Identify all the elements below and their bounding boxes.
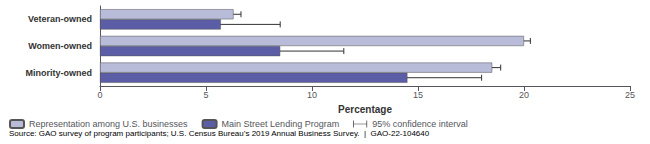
svg-text:Veteran-owned: Veteran-owned: [28, 14, 92, 24]
svg-text:Representation among U.S. busi: Representation among U.S. businesses: [29, 119, 188, 129]
svg-text:Source: GAO survey of program: Source: GAO survey of program participan…: [9, 129, 430, 138]
svg-text:Women-owned: Women-owned: [28, 41, 92, 51]
svg-text:5: 5: [203, 90, 208, 100]
svg-text:Main Street Lending Program: Main Street Lending Program: [222, 119, 340, 129]
svg-text:10: 10: [307, 90, 317, 100]
svg-text:20: 20: [519, 90, 529, 100]
svg-text:15: 15: [413, 90, 423, 100]
svg-text:0: 0: [97, 90, 102, 100]
svg-text:25: 25: [625, 90, 635, 100]
svg-text:Percentage: Percentage: [338, 104, 392, 115]
svg-text:95% confidence interval: 95% confidence interval: [372, 119, 468, 129]
svg-text:Minority-owned: Minority-owned: [26, 68, 93, 78]
